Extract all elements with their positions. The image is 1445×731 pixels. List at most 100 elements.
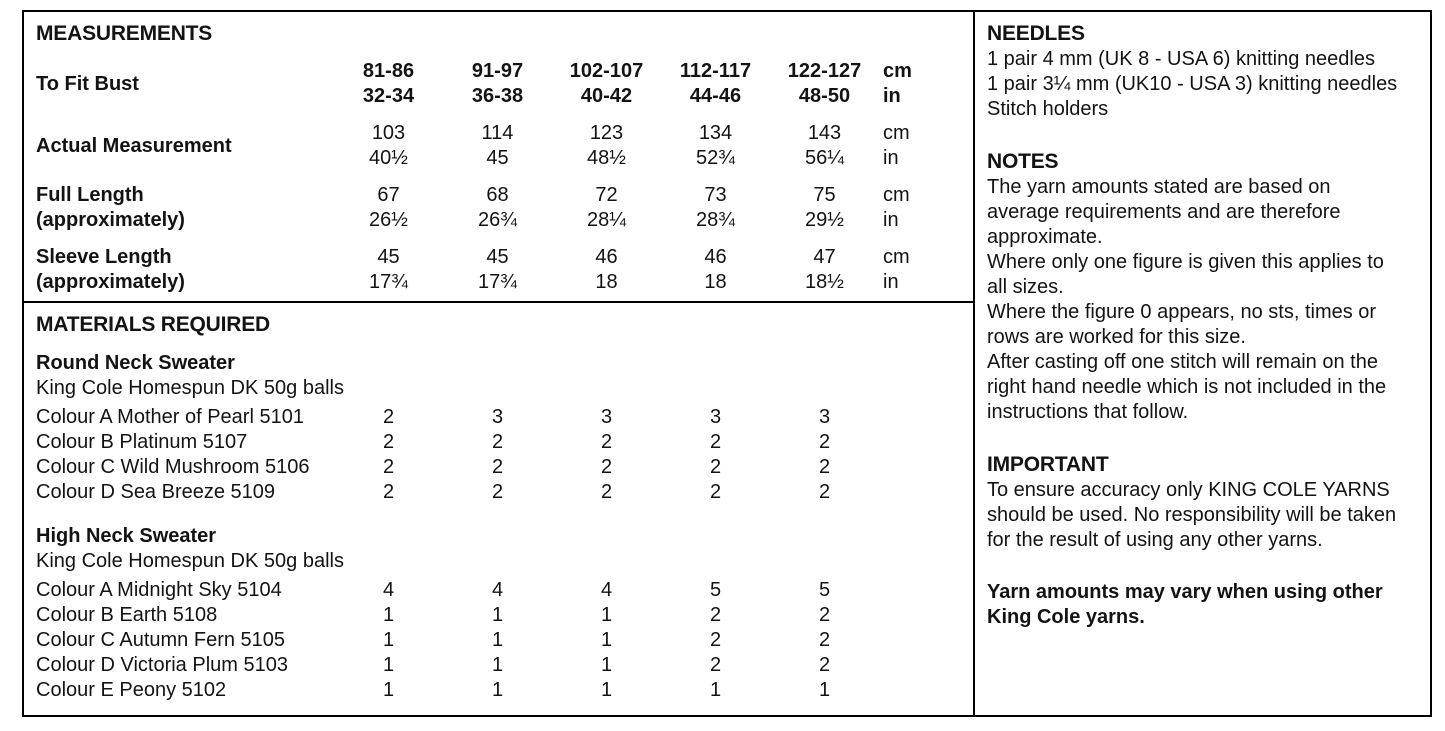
value-cell: 68 26¾ [443,183,552,233]
table-row: Colour A Midnight Sky 5104 4 4 4 5 5 [36,578,961,603]
qty: 2 [709,431,722,453]
size-in: 32-34 [362,85,415,107]
size-col-3: 102-107 40-42 [552,59,661,109]
qty: 1 [600,654,613,676]
value-in: 48½ [587,147,626,169]
table-row: Colour C Wild Mushroom 5106 2 2 2 2 2 [36,455,961,480]
value-cm: 114 [481,122,514,144]
measurements-title: MEASUREMENTS [36,22,213,45]
value-cm: 123 [589,122,624,144]
unit-in: in [883,85,901,107]
needles-line: 1 pair 4 mm (UK 8 - USA 6) knitting need… [987,48,1375,70]
value-cm: 73 [704,184,727,206]
qty: 1 [818,679,831,701]
size-in: 48-50 [798,85,851,107]
value-cm: 47 [813,246,836,268]
qty: 4 [491,579,504,601]
row-label-text: Sleeve Length [36,246,172,268]
size-cm: 102-107 [569,60,644,82]
qty: 4 [600,579,613,601]
value-cm: 143 [807,122,842,144]
value-cm: 68 [486,184,509,206]
qty: 2 [382,406,395,428]
qty: 2 [491,456,504,478]
qty: 2 [818,629,831,651]
table-row: Colour C Autumn Fern 5105 1 1 1 2 2 [36,628,961,653]
unit-column: cm in [879,59,939,109]
value-cell: 72 28¼ [552,183,661,233]
qty: 2 [600,481,613,503]
value-in: 26½ [369,209,408,231]
table-row: Sleeve Length (approximately) 45 17¾ 45 … [36,245,961,295]
qty: 1 [382,654,395,676]
value-cell: 45 17¾ [443,245,552,295]
value-in: 28¾ [696,209,735,231]
qty: 1 [382,629,395,651]
qty: 2 [491,431,504,453]
value-cm: 67 [377,184,400,206]
value-in: 45 [486,147,509,169]
needles-block: NEEDLES 1 pair 4 mm (UK 8 - USA 6) knitt… [987,21,1408,122]
size-cm: 122-127 [787,60,862,82]
qty: 2 [600,456,613,478]
value-in: 40½ [369,147,408,169]
qty: 2 [709,456,722,478]
qty: 3 [491,406,504,428]
qty: 2 [818,431,831,453]
unit-cm: cm [883,60,912,82]
value-in: 28¼ [587,209,626,231]
group-name: Round Neck Sweater [36,352,235,374]
group-yarn: King Cole Homespun DK 50g balls [36,550,344,572]
row-sublabel-text: (approximately) [36,271,185,293]
yarn-warning-block: Yarn amounts may vary when using other K… [987,580,1408,630]
value-cm: 45 [377,246,400,268]
row-label: Full Length (approximately) [36,183,334,233]
value-cell: 114 45 [443,121,552,171]
qty: 2 [818,604,831,626]
row-label: Actual Measurement [36,121,334,171]
group-yarn: King Cole Homespun DK 50g balls [36,377,344,399]
table-row: Colour B Earth 5108 1 1 1 2 2 [36,603,961,628]
qty: 5 [818,579,831,601]
value-cell: 67 26½ [334,183,443,233]
colour-label: Colour D Victoria Plum 5103 [36,654,288,676]
value-in: 17¾ [369,271,408,293]
value-cm: 46 [704,246,727,268]
notes-paragraph: The yarn amounts stated are based on ave… [987,176,1341,248]
colour-label: Colour D Sea Breeze 5109 [36,481,276,503]
size-cm: 112-117 [679,60,752,82]
notes-paragraph: After casting off one stitch will remain… [987,351,1387,423]
qty: 2 [709,481,722,503]
materials-title: MATERIALS REQUIRED [36,313,271,336]
size-header-row: To Fit Bust 81-86 32-34 91-97 36-38 102-… [36,59,961,109]
colour-label: Colour A Mother of Pearl 5101 [36,406,304,428]
qty: 5 [709,579,722,601]
table-row: Colour E Peony 5102 1 1 1 1 1 [36,678,961,703]
colour-label: Colour B Platinum 5107 [36,431,248,453]
colour-label: Colour C Wild Mushroom 5106 [36,456,310,478]
notes-paragraph: Where only one figure is given this appl… [987,251,1384,298]
qty: 2 [709,654,722,676]
table-row: Actual Measurement 103 40½ 114 45 123 48… [36,121,961,171]
size-in: 44-46 [689,85,742,107]
qty: 1 [709,679,722,701]
qty: 2 [709,604,722,626]
unit-cm: cm [883,246,910,268]
value-cell: 134 52¾ [661,121,770,171]
value-cm: 72 [595,184,618,206]
group-name: High Neck Sweater [36,525,217,547]
notes-block: NOTES The yarn amounts stated are based … [987,149,1408,425]
value-cell: 46 18 [661,245,770,295]
row-label-text: Full Length [36,184,144,206]
important-text: To ensure accuracy only KING COLE YARNS … [987,479,1397,551]
needles-line: Stitch holders [987,98,1109,120]
value-cm: 75 [813,184,836,206]
important-title: IMPORTANT [987,453,1109,476]
size-in: 36-38 [471,85,524,107]
qty: 2 [382,481,395,503]
value-cm: 45 [486,246,509,268]
value-cell: 45 17¾ [334,245,443,295]
row-sublabel-text: (approximately) [36,209,185,231]
colour-label: Colour C Autumn Fern 5105 [36,629,286,651]
qty: 4 [382,579,395,601]
